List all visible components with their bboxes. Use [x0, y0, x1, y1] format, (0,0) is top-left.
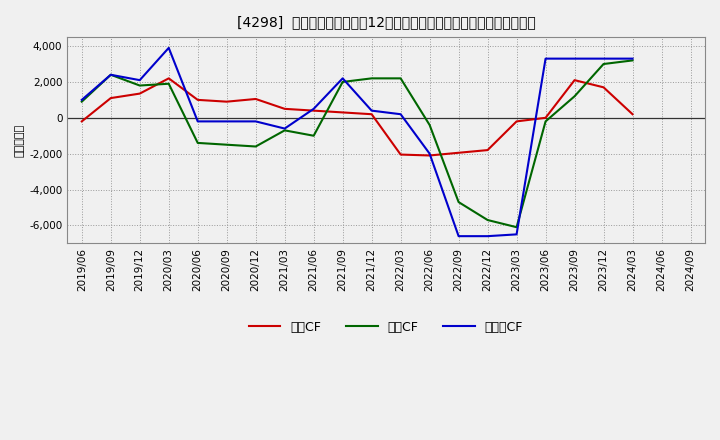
営業CF — [629, 112, 637, 117]
営業CF — [78, 119, 86, 124]
営業CF — [512, 119, 521, 124]
フリーCF — [251, 119, 260, 124]
営業CF — [194, 97, 202, 103]
フリーCF — [135, 77, 144, 83]
フリーCF — [78, 97, 86, 103]
フリーCF — [280, 126, 289, 131]
営業CF — [107, 95, 115, 101]
投資CF — [222, 142, 231, 147]
フリーCF — [570, 56, 579, 61]
投資CF — [454, 199, 463, 205]
営業CF — [367, 112, 376, 117]
営業CF — [135, 91, 144, 96]
投資CF — [280, 128, 289, 133]
投資CF — [629, 58, 637, 63]
投資CF — [512, 224, 521, 230]
投資CF — [338, 79, 347, 84]
Y-axis label: （百万円）: （百万円） — [15, 124, 25, 157]
フリーCF — [541, 56, 550, 61]
営業CF — [396, 152, 405, 157]
投資CF — [541, 119, 550, 124]
フリーCF — [367, 108, 376, 113]
営業CF — [310, 108, 318, 113]
フリーCF — [512, 232, 521, 237]
投資CF — [367, 76, 376, 81]
投資CF — [310, 133, 318, 138]
フリーCF — [454, 234, 463, 239]
フリーCF — [396, 112, 405, 117]
フリーCF — [310, 106, 318, 111]
営業CF — [222, 99, 231, 104]
営業CF — [280, 106, 289, 111]
投資CF — [396, 76, 405, 81]
営業CF — [251, 96, 260, 102]
Legend: 営業CF, 投資CF, フリーCF: 営業CF, 投資CF, フリーCF — [244, 315, 528, 338]
Line: フリーCF: フリーCF — [82, 48, 633, 236]
営業CF — [599, 84, 608, 90]
営業CF — [426, 153, 434, 158]
営業CF — [483, 147, 492, 153]
投資CF — [570, 94, 579, 99]
フリーCF — [599, 56, 608, 61]
営業CF — [570, 77, 579, 83]
投資CF — [78, 99, 86, 104]
投資CF — [483, 217, 492, 223]
フリーCF — [194, 119, 202, 124]
フリーCF — [222, 119, 231, 124]
Line: 営業CF: 営業CF — [82, 78, 633, 155]
営業CF — [541, 115, 550, 121]
投資CF — [107, 72, 115, 77]
営業CF — [338, 110, 347, 115]
Title: [4298]  キャッシュフローの12か月移動合計の対前年同期増減額の推移: [4298] キャッシュフローの12か月移動合計の対前年同期増減額の推移 — [237, 15, 536, 29]
投資CF — [164, 81, 173, 86]
投資CF — [599, 61, 608, 66]
投資CF — [251, 144, 260, 149]
フリーCF — [107, 72, 115, 77]
フリーCF — [426, 151, 434, 156]
フリーCF — [338, 76, 347, 81]
フリーCF — [629, 56, 637, 61]
Line: 投資CF: 投資CF — [82, 60, 633, 227]
フリーCF — [483, 234, 492, 239]
営業CF — [454, 150, 463, 155]
営業CF — [164, 76, 173, 81]
投資CF — [426, 122, 434, 128]
フリーCF — [164, 45, 173, 51]
投資CF — [135, 83, 144, 88]
投資CF — [194, 140, 202, 146]
